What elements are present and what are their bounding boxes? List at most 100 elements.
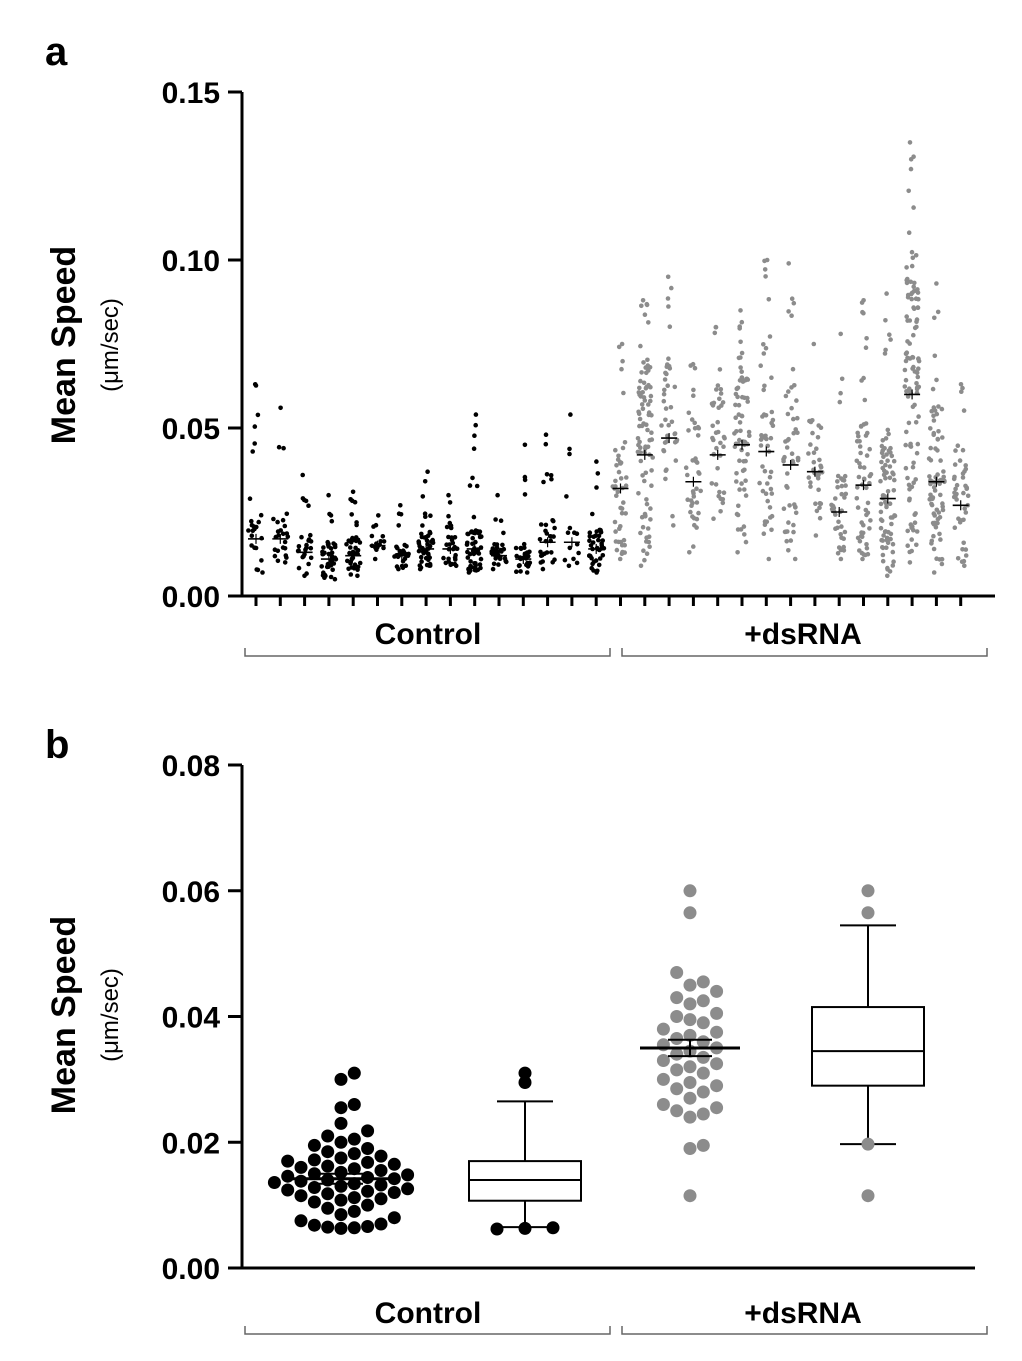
- data-point: [914, 370, 920, 376]
- data-point: [879, 443, 885, 449]
- data-point: [642, 557, 647, 563]
- data-point: [596, 562, 602, 568]
- data-point: [814, 446, 819, 452]
- data-point: [737, 420, 743, 425]
- data-point: [672, 440, 678, 445]
- data-point: [926, 456, 932, 461]
- data-point: [914, 529, 920, 534]
- data-point: [649, 430, 654, 436]
- data-point: [960, 385, 965, 391]
- data-point: [667, 366, 673, 371]
- data-point: [662, 387, 667, 393]
- data-point: [743, 458, 748, 464]
- data-point: [930, 520, 936, 526]
- data-point: [696, 975, 710, 989]
- data-point: [761, 342, 766, 347]
- data-point: [398, 503, 403, 508]
- data-point: [670, 1047, 684, 1061]
- data-point: [940, 504, 945, 509]
- data-point: [786, 309, 791, 314]
- data-point: [538, 522, 544, 527]
- data-point: [345, 558, 350, 564]
- data-point: [859, 520, 864, 525]
- data-point: [940, 435, 945, 440]
- data-point: [710, 1057, 724, 1071]
- data-point: [670, 1082, 684, 1096]
- data-point: [738, 339, 743, 345]
- data-point: [378, 539, 384, 544]
- data-point: [815, 476, 821, 481]
- outlier-point: [546, 1221, 560, 1235]
- data-point: [878, 525, 884, 531]
- data-point: [811, 450, 817, 456]
- data-point: [565, 530, 571, 535]
- data-point: [564, 494, 569, 499]
- data-point: [281, 1183, 295, 1197]
- data-point: [567, 545, 573, 551]
- data-point: [905, 276, 910, 282]
- data-point: [879, 459, 884, 465]
- data-point: [934, 281, 939, 286]
- data-point: [934, 556, 939, 561]
- data-point: [647, 544, 652, 549]
- data-point: [932, 353, 938, 359]
- data-point: [663, 417, 668, 423]
- data-point: [710, 1079, 724, 1093]
- data-point: [711, 437, 716, 443]
- data-point: [587, 534, 593, 539]
- data-point: [742, 467, 747, 473]
- data-point: [614, 463, 619, 468]
- data-point: [502, 556, 508, 561]
- data-point: [347, 1162, 361, 1176]
- data-point: [935, 309, 941, 315]
- data-point: [683, 1091, 697, 1105]
- data-point: [656, 1022, 670, 1036]
- panel-a-means: [248, 389, 969, 565]
- data-point: [374, 1164, 388, 1177]
- data-point: [887, 464, 893, 469]
- data-point: [552, 557, 557, 562]
- data-point: [276, 444, 282, 450]
- data-point: [888, 337, 893, 342]
- data-point: [789, 385, 794, 390]
- data-point: [477, 562, 483, 567]
- data-point: [915, 287, 920, 292]
- data-point: [860, 556, 865, 562]
- data-point: [465, 540, 470, 546]
- data-point: [841, 544, 846, 550]
- data-point: [347, 1191, 361, 1205]
- data-point: [709, 481, 715, 486]
- data-point: [905, 292, 911, 298]
- data-point: [468, 563, 473, 569]
- data-point: [886, 448, 892, 454]
- data-point: [854, 458, 860, 464]
- data-point: [854, 496, 860, 501]
- y-tick-label: 0.10: [162, 245, 220, 278]
- data-point: [334, 1072, 348, 1086]
- data-point: [673, 458, 679, 463]
- data-point: [855, 485, 860, 490]
- data-point: [720, 500, 726, 506]
- data-point: [954, 482, 960, 488]
- data-point: [955, 443, 961, 449]
- data-point: [543, 432, 549, 438]
- data-point: [906, 482, 912, 488]
- data-point: [962, 506, 967, 511]
- data-point: [350, 489, 356, 495]
- data-point: [906, 230, 912, 235]
- data-point: [715, 383, 721, 388]
- data-point: [855, 535, 861, 541]
- data-point: [880, 448, 885, 453]
- data-point: [904, 280, 910, 286]
- data-point: [401, 1182, 415, 1196]
- data-point: [334, 1116, 348, 1130]
- data-point: [692, 420, 697, 426]
- data-point: [423, 555, 429, 561]
- data-point: [867, 526, 872, 531]
- panel-a-letter: a: [45, 30, 68, 74]
- data-point: [928, 426, 933, 431]
- data-point: [492, 548, 498, 554]
- data-point: [689, 417, 695, 422]
- data-point: [781, 459, 786, 464]
- data-point: [912, 280, 917, 286]
